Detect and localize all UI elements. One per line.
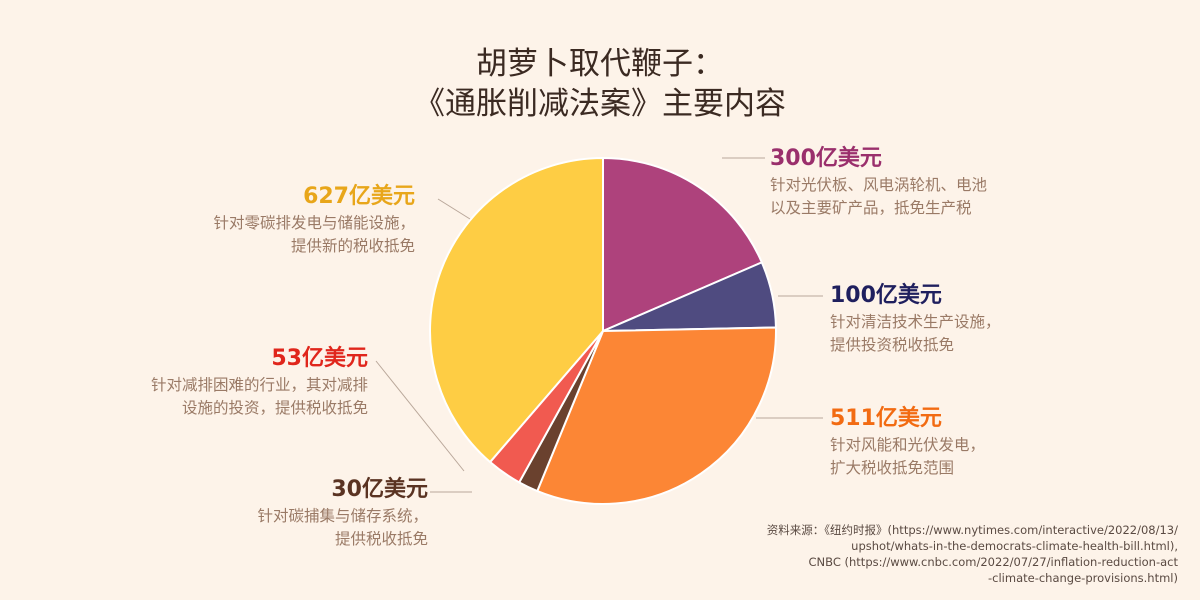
slice-desc: 针对减排困难的行业，其对减排 [150,376,368,394]
source-line: -climate-change-provisions.html) [988,571,1178,585]
chart-title-line-2: 《通胀削减法案》主要内容 [414,86,786,122]
pie-slice [602,157,763,332]
slice-label-53: 53亿美元 针对减排困难的行业，其对减排 设施的投资，提供税收抵免 [151,344,368,420]
slice-desc: 设施的投资，提供税收抵免 [181,399,368,417]
source-line: 资料来源：《纽约时报》(https://www.nytimes.com/inte… [766,523,1178,537]
slice-amount: 100亿美元 [830,283,942,308]
pie-slice [536,326,777,505]
pie-slice [429,157,604,464]
slice-label-511: 511亿美元 针对风能和光伏发电， 扩大税收抵免范围 [830,404,985,480]
slice-label-100: 100亿美元 针对清洁技术生产设施， 提供投资税收抵免 [830,281,1001,357]
slice-label-30: 30亿美元 针对碳捕集与储存系统， 提供税收抵免 [257,475,428,551]
slice-desc: 扩大税收抵免范围 [830,459,955,477]
source-note: 资料来源：《纽约时报》(https://www.nytimes.com/inte… [718,522,1178,586]
slice-desc: 提供税收抵免 [334,530,428,548]
leader-line [437,198,471,220]
slice-desc: 提供新的税收抵免 [290,237,415,255]
leader-line [375,360,465,472]
slice-amount: 627亿美元 [303,184,415,209]
slice-amount: 511亿美元 [830,406,942,431]
chart-title-line-1: 胡萝卜取代鞭子： [476,46,724,82]
slice-label-300: 300亿美元 针对光伏板、风电涡轮机、电池 以及主要矿产品，抵免生产税 [770,144,987,220]
slice-desc: 针对清洁技术生产设施， [830,313,1001,331]
slice-desc: 提供投资税收抵免 [830,336,955,354]
slice-desc: 针对风能和光伏发电， [830,436,986,454]
slice-desc: 针对碳捕集与储存系统， [257,507,428,525]
slice-label-627: 627亿美元 针对零碳排发电与储能设施， 提供新的税收抵免 [213,182,415,258]
slice-amount: 300亿美元 [770,146,882,171]
slice-desc: 针对光伏板、风电涡轮机、电池 [770,176,988,194]
source-line: upshot/whats-in-the-democrats-climate-he… [851,539,1178,553]
slice-amount: 53亿美元 [271,346,368,371]
slice-desc: 针对零碳排发电与储能设施， [213,214,415,232]
slice-desc: 以及主要矿产品，抵免生产税 [770,199,972,217]
slice-amount: 30亿美元 [331,477,428,502]
source-line: CNBC (https://www.cnbc.com/2022/07/27/in… [808,555,1178,569]
